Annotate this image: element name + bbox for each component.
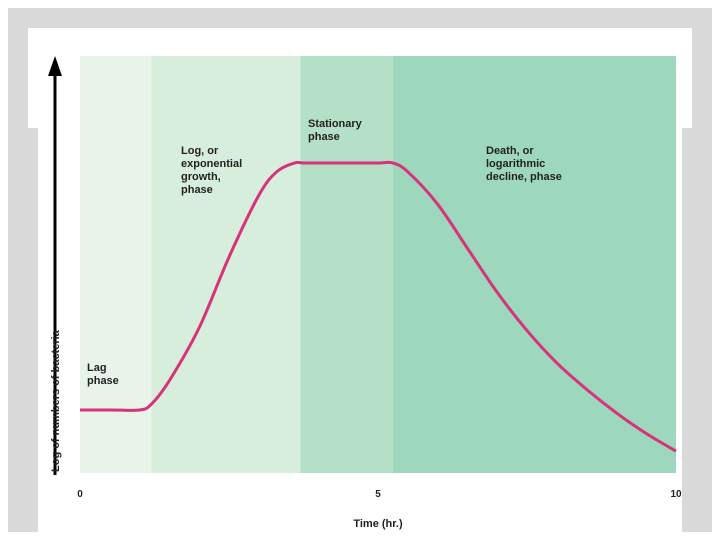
phase-label-log-line-2: growth, [181,171,221,183]
x-axis-label: Time (hr.) [353,518,403,530]
phase-label-stationary-line-1: phase [308,131,340,143]
y-axis-arrowhead [48,56,62,76]
slide-border-inner-right [682,128,692,532]
phase-label-lag-line-1: phase [87,375,119,387]
phase-label-log-line-1: exponential [181,158,242,170]
slide-border-top [8,8,712,28]
x-tick-label-10: 10 [670,489,682,500]
phase-label-death-line-2: decline, phase [486,171,562,183]
phase-label-lag-line-0: Lag [87,362,107,374]
phase-band-death [392,56,676,473]
y-axis-label: Log of numbers of bacteria [50,329,62,472]
phase-label-log-line-3: phase [181,184,213,196]
x-tick-labels: 0 5 10 [77,489,682,500]
slide-border-left [8,8,28,532]
slide-border-right [692,8,712,532]
slide-border-inner-left [28,128,38,532]
x-tick-label-0: 0 [77,489,83,500]
phase-label-death-line-0: Death, or [486,145,534,157]
phase-label-log-line-0: Log, or [181,145,219,157]
phase-band-stationary [300,56,393,473]
phase-label-death-line-1: logarithmic [486,158,545,170]
x-tick-label-5: 5 [375,489,381,500]
phase-label-stationary-line-0: Stationary [308,118,363,130]
growth-curve-line [79,160,677,453]
phase-band-lag [80,56,152,473]
phase-bands [80,56,676,473]
